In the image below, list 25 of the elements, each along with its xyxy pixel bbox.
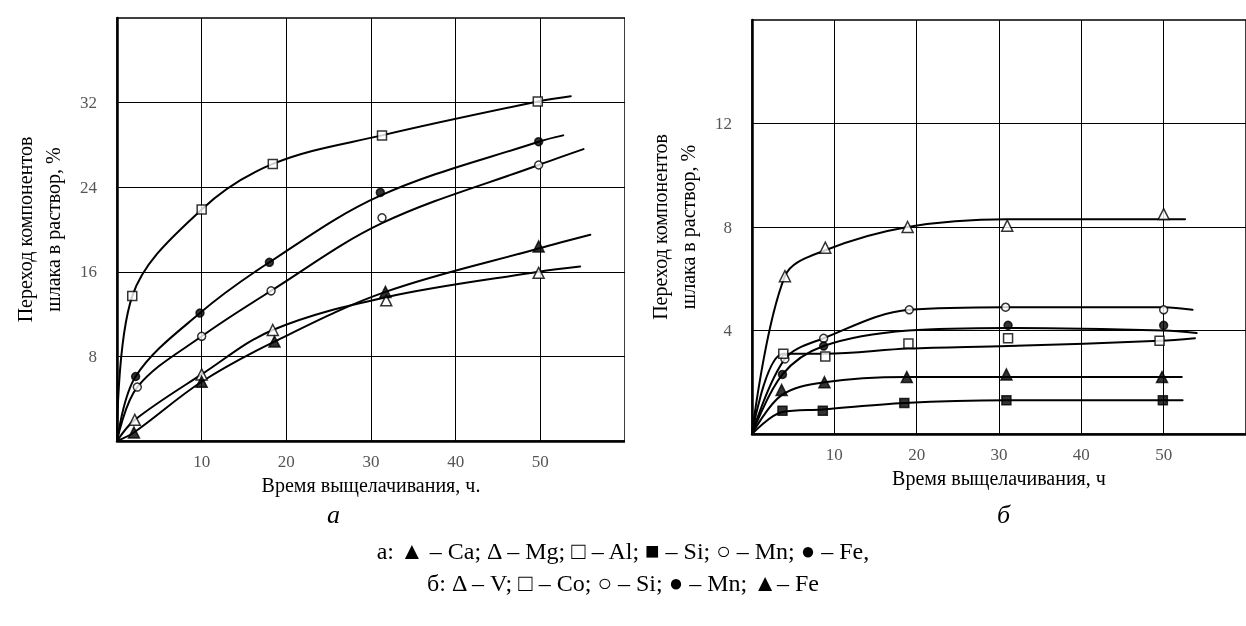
x-tick-label: 50 <box>531 452 549 471</box>
y-tick-label: 12 <box>715 114 732 133</box>
y-tick-label: 16 <box>80 262 97 282</box>
x-tick-label: 10 <box>193 452 211 471</box>
text: а <box>327 499 340 529</box>
y-tick-label: 32 <box>80 93 97 113</box>
x-tick-label: 50 <box>1155 445 1173 464</box>
x-axis-title: Время выщелачивания, ч <box>892 467 1106 490</box>
y-tick-label: 8 <box>723 217 732 237</box>
x-axis-title: Время выщелачивания, ч. <box>261 474 481 497</box>
x-tick-label: 20 <box>277 452 295 471</box>
text: б <box>997 499 1011 529</box>
y-tick-label: 4 <box>723 321 733 340</box>
x-tick-label: 20 <box>908 445 926 464</box>
x-tick-label: 10 <box>825 445 843 464</box>
text: б: Δ – V; □ – Co; ○ – Si; ● – Mn; ▲– Fe <box>426 570 820 597</box>
text: а: ▲ – Ca; Δ – Mg; □ – Al; ■ – Si; ○ – Mn; ● – Fe, <box>375 538 871 565</box>
x-tick-label: 40 <box>1072 445 1090 464</box>
x-tick-label: 30 <box>990 445 1008 464</box>
y-tick-label: 8 <box>88 346 97 366</box>
x-tick-label: 40 <box>447 452 465 471</box>
x-tick-label: 30 <box>362 452 380 471</box>
y-axis-title: Переход компонентов шлака в раствор, % <box>14 136 65 323</box>
y-tick-label: 24 <box>80 177 98 197</box>
y-axis-title: Переход компонентов шлака в раствор, % <box>649 134 700 320</box>
